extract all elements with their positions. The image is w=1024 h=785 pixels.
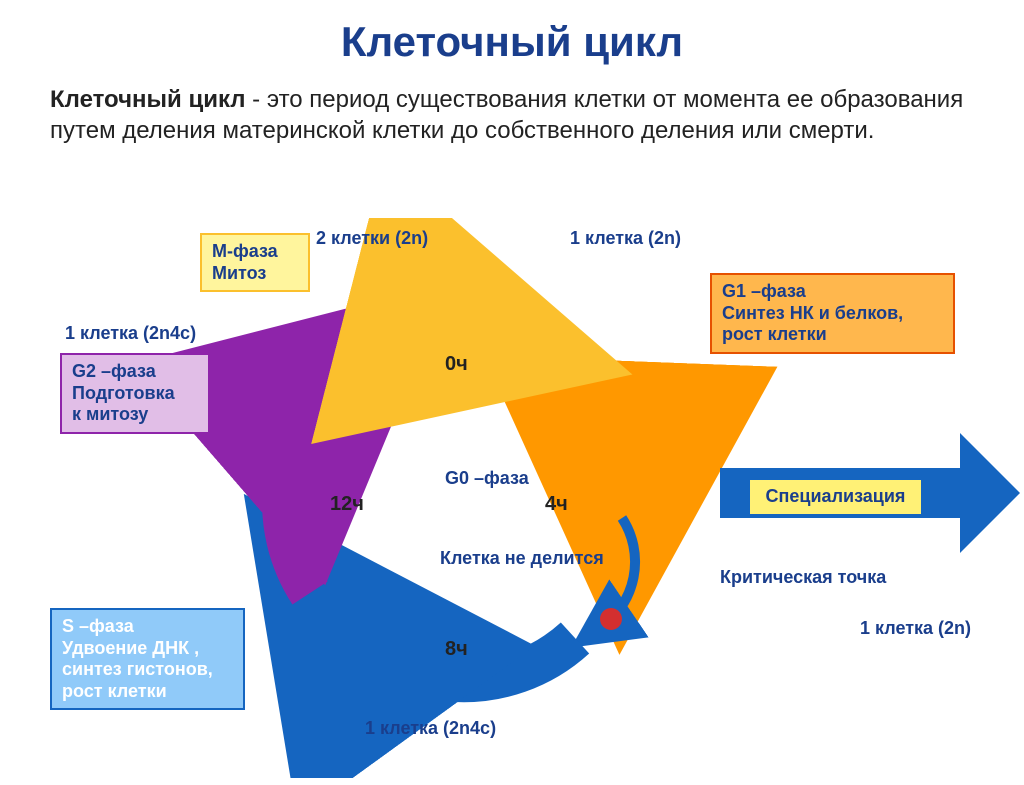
- m-line2: Митоз: [212, 263, 298, 285]
- s-line4: рост клетки: [62, 681, 233, 703]
- cells-one-2n4c-b: 1 клетка (2n4c): [365, 718, 496, 739]
- g0-phase-label: G0 –фаза: [445, 468, 529, 489]
- m-arc: [380, 333, 490, 348]
- g2-line1: G2 –фаза: [72, 361, 198, 383]
- g1-phase-box: G1 –фаза Синтез НК и белков, рост клетки: [710, 273, 955, 354]
- critical-point-dot: [600, 608, 622, 630]
- g2-arc: [283, 378, 340, 593]
- time-4h: 4ч: [545, 493, 568, 516]
- g1-line2: Синтез НК и белков,: [722, 303, 943, 325]
- time-8h: 8ч: [445, 638, 468, 661]
- cell-cycle-diagram: 0ч 4ч 8ч 12ч 2 клетки (2n) 1 клетка (2n)…: [0, 218, 1024, 778]
- m-line1: М-фаза: [212, 241, 298, 263]
- g0-note-label: Клетка не делится: [440, 548, 604, 569]
- s-line2: Удвоение ДНК ,: [62, 638, 233, 660]
- g1-line1: G1 –фаза: [722, 281, 943, 303]
- g1-line3: рост клетки: [722, 324, 943, 346]
- definition-text: Клеточный цикл - это период существовани…: [50, 84, 974, 146]
- g1-arc: [520, 348, 625, 508]
- m-phase-box: М-фаза Митоз: [200, 233, 310, 292]
- cells-one-2n-a: 1 клетка (2n): [570, 228, 681, 249]
- cells-one-2n4c-a: 1 клетка (2n4c): [65, 323, 196, 344]
- g2-phase-box: G2 –фаза Подготовка к митозу: [60, 353, 210, 434]
- time-0h: 0ч: [445, 353, 468, 376]
- g2-line3: к митозу: [72, 404, 198, 426]
- specialization-box: Специализация: [748, 478, 923, 516]
- page-title: Клеточный цикл: [0, 18, 1024, 66]
- definition-term: Клеточный цикл: [50, 86, 246, 113]
- g2-line2: Подготовка: [72, 383, 198, 405]
- s-line3: синтез гистонов,: [62, 659, 233, 681]
- cells-one-2n-b: 1 клетка (2n): [860, 618, 971, 639]
- s-line1: S –фаза: [62, 616, 233, 638]
- s-phase-box: S –фаза Удвоение ДНК , синтез гистонов, …: [50, 608, 245, 710]
- time-12h: 12ч: [330, 493, 364, 516]
- cells-two-2n: 2 клетки (2n): [316, 228, 428, 249]
- critical-point-label: Критическая точка: [720, 568, 886, 588]
